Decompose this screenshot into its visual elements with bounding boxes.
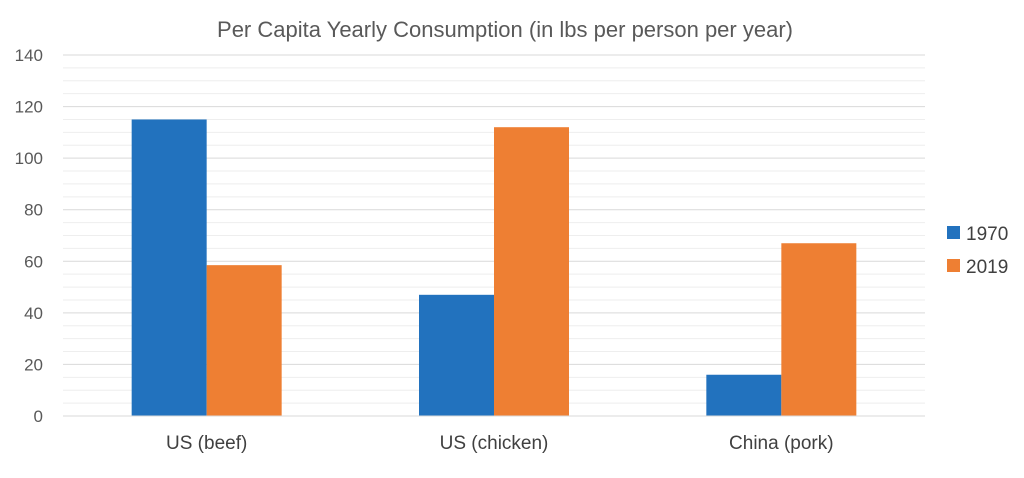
legend: 1970 2019 — [947, 224, 1008, 278]
y-tick-label: 80 — [24, 201, 43, 220]
y-tick-label: 120 — [15, 98, 43, 117]
y-axis-tick-labels: 0 20 40 60 80 100 120 140 — [15, 46, 43, 426]
legend-swatch-1970 — [947, 226, 960, 239]
y-tick-label: 100 — [15, 149, 43, 168]
bar-1970-2 — [706, 374, 782, 416]
bars — [131, 119, 857, 416]
legend-label: 2019 — [966, 257, 1008, 278]
bar-1970-1 — [419, 294, 494, 416]
bar-2019-1 — [494, 127, 569, 416]
bar-2019-2 — [781, 243, 857, 416]
legend-label: 1970 — [966, 224, 1008, 245]
x-category-label: US (chicken) — [440, 433, 549, 454]
y-tick-label: 0 — [34, 407, 43, 426]
x-category-label: China (pork) — [729, 433, 834, 454]
bar-2019-0 — [206, 265, 282, 416]
x-axis-category-labels: US (beef) US (chicken) China (pork) — [166, 433, 834, 454]
x-category-label: US (beef) — [166, 433, 247, 454]
legend-swatch-2019 — [947, 259, 960, 272]
bar-1970-0 — [131, 119, 207, 416]
y-tick-label: 140 — [15, 46, 43, 65]
chart-title: Per Capita Yearly Consumption (in lbs pe… — [217, 17, 793, 42]
y-tick-label: 20 — [24, 355, 43, 374]
y-tick-label: 40 — [24, 304, 43, 323]
y-tick-label: 60 — [24, 252, 43, 271]
